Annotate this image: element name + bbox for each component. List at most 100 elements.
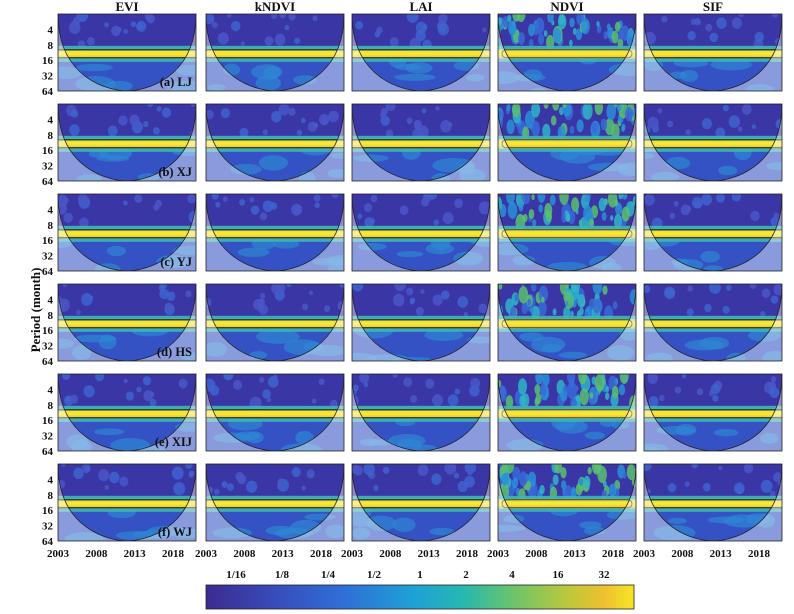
row-label: (d) HS: [157, 345, 192, 359]
y-tick-label: 32: [42, 251, 54, 263]
cone-of-influence: [498, 464, 636, 541]
panel-kndvi-1: [205, 103, 345, 182]
y-tick-label: 4: [48, 384, 54, 396]
x-tick-label: 2013: [124, 548, 147, 560]
cone-of-influence: [352, 374, 490, 451]
panel-ndvi-3: [497, 283, 637, 362]
y-tick-label: 8: [48, 40, 54, 52]
column-title-sif: SIF: [703, 0, 723, 14]
panel-frame: [351, 283, 491, 362]
y-tick-label: 4: [48, 114, 54, 126]
x-tick-label: 2018: [748, 548, 771, 560]
x-tick-label: 2003: [195, 548, 218, 560]
y-tick-label: 16: [42, 55, 54, 67]
column-title-lai: LAI: [409, 0, 432, 14]
cone-of-influence: [352, 14, 490, 91]
colorbar-gradient: [205, 584, 635, 610]
annual-band: [498, 228, 636, 239]
cone-of-influence-edge: [644, 194, 782, 271]
annual-band: [206, 408, 344, 419]
x-tick-label: 2013: [710, 548, 733, 560]
panel-sif-4: [643, 373, 783, 452]
annual-band: [206, 48, 344, 59]
panel-frame: [57, 13, 197, 92]
panel-frame: [205, 463, 345, 542]
panel-kndvi-3: [205, 283, 345, 362]
panel-frame: [351, 373, 491, 452]
annual-band: [58, 48, 196, 59]
row-label: (e) XIJ: [155, 435, 192, 449]
panel-kndvi-4: [205, 373, 345, 452]
row-label: (f) WJ: [158, 525, 192, 539]
cone-of-influence: [352, 194, 490, 271]
y-tick-label: 16: [42, 325, 54, 337]
panel-lai-1: [351, 103, 491, 182]
cone-of-influence-edge: [352, 284, 490, 361]
cone-of-influence-edge: [644, 464, 782, 541]
panel-lai-2: [351, 193, 491, 272]
panel-sif-2: [643, 193, 783, 272]
annual-band: [352, 408, 490, 419]
cone-of-influence-edge: [206, 464, 344, 541]
cone-of-influence-edge: [58, 464, 196, 541]
y-tick-label: 8: [48, 130, 54, 142]
cone-of-influence: [58, 104, 196, 181]
cone-of-influence: [58, 464, 196, 541]
cone-of-influence-edge: [206, 284, 344, 361]
panel-frame: [497, 463, 637, 542]
annual-band: [498, 138, 636, 149]
annual-band: [206, 498, 344, 509]
cone-of-influence-edge: [352, 464, 490, 541]
cone-of-influence-edge: [58, 104, 196, 181]
y-tick-label: 32: [42, 521, 54, 533]
panel-frame: [643, 463, 783, 542]
panel-sif-1: [643, 103, 783, 182]
y-tick-label: 32: [42, 341, 54, 353]
x-tick-label: 2013: [272, 548, 295, 560]
cone-of-influence-edge: [644, 284, 782, 361]
cone-of-influence: [58, 194, 196, 271]
cone-of-influence: [58, 374, 196, 451]
cone-of-influence: [644, 14, 782, 91]
cone-of-influence-edge: [498, 464, 636, 541]
cone-of-influence: [498, 194, 636, 271]
panel-ndvi-0: [497, 13, 637, 92]
y-tick-label: 16: [42, 235, 54, 247]
column-titles: EVI kNDVI LAI NDVI SIF: [115, 0, 723, 14]
x-tick-label: 2018: [456, 548, 479, 560]
panel-ndvi-4: [497, 373, 637, 452]
annual-band: [644, 408, 782, 419]
panel-frame: [643, 103, 783, 182]
row-label: (a) LJ: [160, 75, 192, 89]
y-tick-label: 16: [42, 415, 54, 427]
panel-frame: [643, 193, 783, 272]
panel-frame: [497, 13, 637, 92]
cone-of-influence: [498, 104, 636, 181]
column-title-ndvi: NDVI: [550, 0, 583, 14]
cone-of-influence: [644, 284, 782, 361]
cone-of-influence-edge: [58, 14, 196, 91]
cone-of-influence-edge: [644, 104, 782, 181]
y-tick-label: 16: [42, 505, 54, 517]
annual-band: [206, 228, 344, 239]
annual-band: [58, 498, 196, 509]
column-title-kndvi: kNDVI: [255, 0, 295, 14]
colorbar-tick-label: 2: [463, 569, 469, 581]
x-tick-label: 2013: [564, 548, 587, 560]
panel-frame: [205, 373, 345, 452]
colorbar-tick-label: 1/16: [226, 569, 246, 581]
cone-of-influence: [644, 104, 782, 181]
y-tick-label: 4: [48, 474, 54, 486]
column-title-evi: EVI: [115, 0, 138, 14]
cone-of-influence-edge: [206, 194, 344, 271]
annual-band: [206, 318, 344, 329]
panel-frame: [205, 103, 345, 182]
panel-kndvi-5: [205, 463, 345, 542]
y-tick-label: 32: [42, 71, 54, 83]
cone-of-influence: [498, 374, 636, 451]
x-tick-label: 2008: [85, 548, 108, 560]
cone-of-influence: [206, 14, 344, 91]
panel-ndvi-2: [497, 193, 637, 272]
cone-of-influence: [644, 464, 782, 541]
